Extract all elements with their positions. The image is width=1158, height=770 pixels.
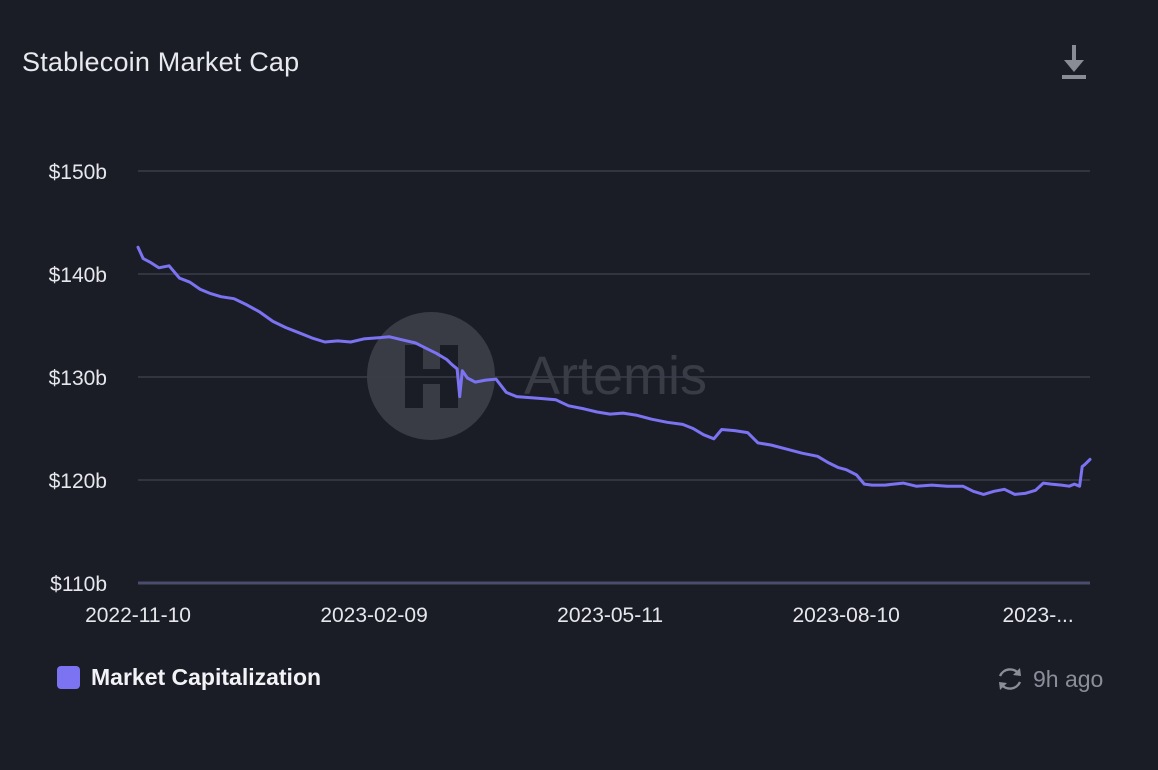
x-tick-label: 2023-05-11 <box>557 604 663 627</box>
download-icon[interactable] <box>1055 42 1093 86</box>
watermark-text: Artemis <box>524 346 707 406</box>
x-tick-label: 2023-02-09 <box>320 604 427 627</box>
x-tick-label: 2023-... <box>1003 604 1074 627</box>
refresh-icon[interactable] <box>995 664 1025 694</box>
y-tick-label: $140b <box>49 264 107 287</box>
line-chart: Artemis $150b $140b $130b $120b $110b 2022-1… <box>49 161 1092 627</box>
artemis-watermark: Artemis <box>367 312 707 440</box>
legend-swatch <box>57 666 80 689</box>
chart-title: Stablecoin Market Cap <box>22 47 300 77</box>
last-updated: 9h ago <box>995 664 1103 694</box>
x-tick-label: 2023-08-10 <box>792 604 899 627</box>
y-tick-label: $150b <box>49 161 107 184</box>
series-line-market-capitalization <box>136 245 1092 496</box>
y-tick-label: $120b <box>49 470 107 493</box>
y-tick-label: $110b <box>50 573 107 596</box>
x-axis: 2022-11-10 2023-02-09 2023-05-11 2023-08-10… <box>85 604 1074 627</box>
updated-text: 9h ago <box>1033 665 1104 692</box>
x-tick-label: 2022-11-10 <box>85 604 191 627</box>
grid-lines <box>138 170 1090 585</box>
legend-label: Market Capitalization <box>91 664 322 690</box>
y-tick-label: $130b <box>49 367 107 390</box>
legend-item-market-capitalization[interactable]: Market Capitalization <box>57 664 321 691</box>
series-layer <box>136 245 1092 496</box>
y-axis: $150b $140b $130b $120b $110b <box>49 161 107 596</box>
